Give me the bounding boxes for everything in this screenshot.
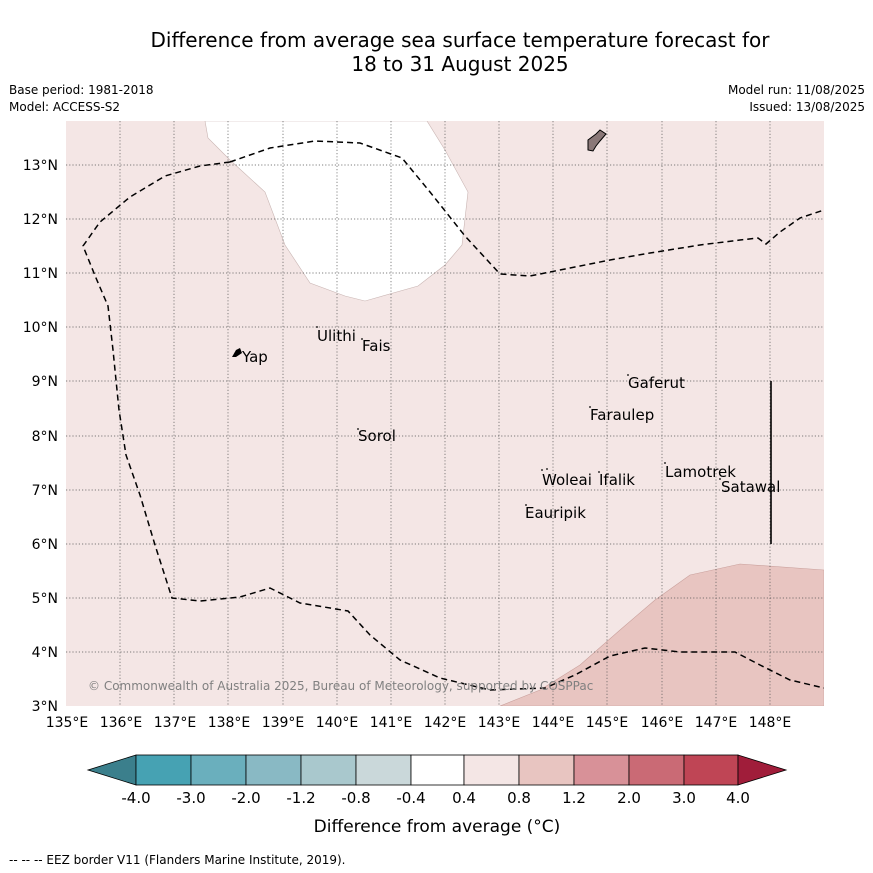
place-label-ifalik: Ifalik — [599, 471, 635, 489]
title-line-2: 18 to 31 August 2025 — [351, 52, 569, 76]
lon-label: 143°E — [478, 715, 521, 731]
colorbar-segment — [300, 754, 357, 786]
colorbar-tick-label: -2.0 — [231, 789, 260, 807]
map-title: Difference from average sea surface temp… — [60, 28, 860, 76]
colorbar-tick-label: 3.0 — [672, 789, 696, 807]
lon-label: 140°E — [316, 715, 359, 731]
sorol-island-dot — [357, 428, 359, 430]
map-panel: Yap Ulithi Fais Sorol Gaferut Faraulep W… — [66, 121, 824, 706]
faraulep-island-dot — [589, 406, 591, 408]
colorbar-tick-label: 2.0 — [617, 789, 641, 807]
lat-label: 10°N — [23, 320, 58, 336]
woleai-island-dot — [541, 469, 543, 471]
colorbar-segment — [518, 754, 575, 786]
lat-label: 4°N — [32, 645, 58, 661]
issued-date: Issued: 13/08/2025 — [749, 100, 865, 114]
colorbar-segment — [628, 754, 685, 786]
gaferut-island-dot — [627, 374, 629, 376]
colorbar-tick-label: -3.0 — [176, 789, 205, 807]
title-line-1: Difference from average sea surface temp… — [150, 28, 770, 52]
lat-label: 12°N — [23, 212, 58, 228]
anomaly-band-neutral — [204, 121, 469, 302]
copyright-notice: © Commonwealth of Australia 2025, Bureau… — [88, 679, 593, 693]
anomaly-band-warm — [499, 563, 824, 706]
meta-left: Base period: 1981-2018 Model: ACCESS-S2 — [9, 83, 154, 117]
place-label-eauripik: Eauripik — [525, 504, 586, 522]
colorbar-segment — [135, 754, 192, 786]
lat-label: 3°N — [32, 699, 58, 715]
colorbar-segment — [573, 754, 630, 786]
lon-label: 147°E — [695, 715, 738, 731]
colorbar-tick-label: -1.2 — [286, 789, 315, 807]
place-label-gaferut: Gaferut — [628, 374, 685, 392]
place-label-faraulep: Faraulep — [590, 406, 654, 424]
meta-right: Model run: 11/08/2025 Issued: 13/08/2025 — [728, 83, 865, 117]
lat-label: 8°N — [32, 429, 58, 445]
colorbar-title: Difference from average (°C) — [314, 817, 561, 837]
lon-label: 141°E — [370, 715, 413, 731]
lat-label: 5°N — [32, 591, 58, 607]
woleai-island-dot-2 — [546, 468, 548, 470]
lon-label: 144°E — [532, 715, 575, 731]
colorbar-segment — [245, 754, 302, 786]
eauripik-island-dot — [525, 504, 527, 506]
latitude-axis: 13°N 12°N 11°N 10°N 9°N 8°N 7°N 6°N 5°N … — [23, 158, 58, 715]
colorbar: -4.0 -3.0 -2.0 -1.2 -0.8 -0.4 0.4 0.8 1.… — [86, 754, 788, 837]
lon-label: 146°E — [641, 715, 684, 731]
place-label-sorol: Sorol — [358, 427, 396, 445]
lat-label: 9°N — [32, 374, 58, 390]
lon-label: 145°E — [586, 715, 629, 731]
eez-border-yap-west — [82, 161, 824, 691]
lon-label: 135°E — [46, 715, 89, 731]
place-label-lamotrek: Lamotrek — [665, 463, 736, 481]
colorbar-segment — [683, 754, 739, 786]
colorbar-tick-label: 1.2 — [562, 789, 586, 807]
colorbar-segment — [190, 754, 247, 786]
colorbar-arrow-low — [86, 754, 137, 786]
lon-label: 138°E — [208, 715, 251, 731]
colorbar-tick-label: 4.0 — [726, 789, 750, 807]
base-period: Base period: 1981-2018 — [9, 83, 154, 97]
colorbar-tick-label: -4.0 — [121, 789, 150, 807]
lat-label: 6°N — [32, 537, 58, 553]
colorbar-tick-label: -0.8 — [341, 789, 370, 807]
place-label-fais: Fais — [362, 337, 391, 355]
lon-label: 137°E — [154, 715, 197, 731]
place-label-yap: Yap — [241, 348, 268, 366]
colorbar-segment — [355, 754, 412, 786]
model-run: Model run: 11/08/2025 — [727, 83, 865, 97]
colorbar-tick-label: 0.8 — [507, 789, 531, 807]
colorbar-arrow-high — [737, 754, 788, 786]
colorbar-tick-label: 0.4 — [452, 789, 476, 807]
lon-label: 148°E — [749, 715, 792, 731]
lon-label: 136°E — [100, 715, 143, 731]
lat-label: 11°N — [23, 266, 58, 282]
ulithi-island-dot — [316, 326, 318, 328]
model-name: Model: ACCESS-S2 — [9, 100, 121, 114]
lon-label: 142°E — [424, 715, 467, 731]
ifalik-island-dot — [598, 471, 600, 473]
colorbar-segment — [410, 754, 465, 786]
place-label-woleai: Woleai — [542, 471, 592, 489]
place-label-ulithi: Ulithi — [317, 327, 356, 345]
eez-border-north — [229, 140, 824, 277]
lamotrek-island-dot — [664, 462, 666, 464]
guam-island — [587, 129, 607, 152]
lon-label: 139°E — [262, 715, 305, 731]
longitude-axis: 135°E 136°E 137°E 138°E 139°E 140°E 141°… — [46, 715, 792, 731]
eez-borders — [82, 140, 824, 691]
yap-island-shape — [232, 348, 242, 357]
colorbar-tick-label: -0.4 — [396, 789, 425, 807]
satawal-island-dot — [719, 478, 721, 480]
legend-footer: -- -- -- EEZ border V11 (Flanders Marine… — [9, 853, 346, 867]
place-label-satawal: Satawal — [721, 478, 780, 496]
colorbar-segment — [463, 754, 520, 786]
lat-label: 13°N — [23, 158, 58, 174]
fais-island-dot — [361, 338, 363, 340]
lat-label: 7°N — [32, 483, 58, 499]
